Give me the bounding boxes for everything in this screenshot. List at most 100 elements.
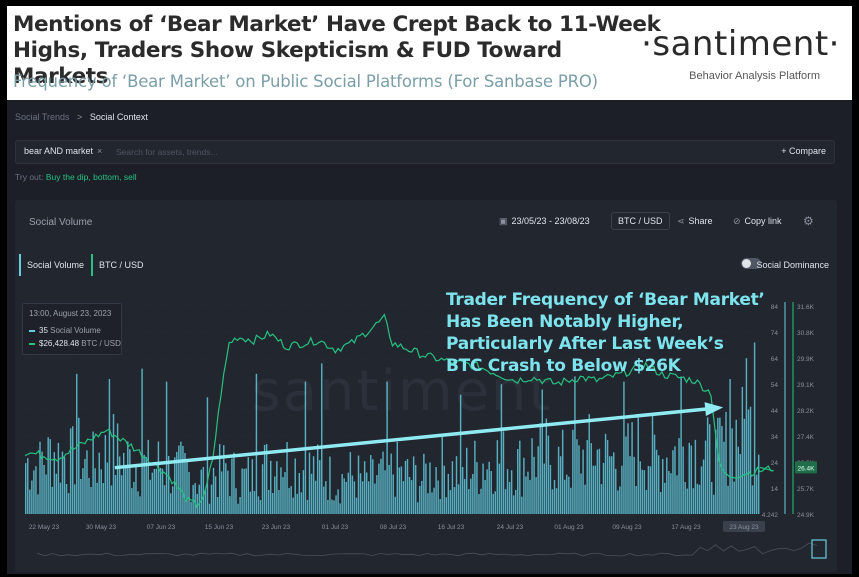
social-volume-bar — [302, 470, 305, 514]
compare-button[interactable]: + Compare — [781, 146, 826, 156]
social-volume-bar — [694, 439, 697, 514]
social-volume-bar — [49, 439, 51, 514]
social-volume-bar — [127, 441, 129, 514]
social-volume-bar — [504, 489, 507, 514]
social-volume-bar — [717, 417, 719, 514]
legend-social-volume[interactable]: Social Volume — [19, 254, 88, 276]
y-right-tick-label: 29.9K — [797, 356, 815, 363]
search-chip-label: bear AND market — [24, 146, 94, 156]
social-volume-bar — [559, 456, 562, 514]
social-volume-bar — [535, 477, 537, 514]
social-volume-bar — [159, 467, 162, 514]
social-volume-bar — [443, 465, 445, 514]
social-volume-bar — [27, 458, 29, 514]
social-volume-bar — [645, 489, 648, 514]
social-volume-bar — [200, 469, 203, 514]
link-icon: ⊘ — [733, 216, 741, 226]
social-volume-bar — [74, 484, 76, 514]
social-volume-bar — [541, 389, 543, 514]
social-volume-bar — [627, 423, 629, 514]
pair-selector[interactable]: BTC / USD — [611, 212, 670, 230]
headline: Mentions of ‘Bear Market’ Have Crept Bac… — [13, 12, 663, 90]
social-volume-bar — [316, 444, 319, 514]
btc-swatch — [29, 342, 35, 345]
social-volume-bar — [41, 451, 43, 514]
social-volume-bar — [204, 489, 207, 514]
social-volume-bar — [298, 473, 301, 514]
social-volume-bar — [666, 457, 668, 514]
y-right-tick-label: 28.2K — [797, 408, 815, 415]
social-volume-bar — [478, 493, 480, 514]
share-button[interactable]: ⋖ Share — [677, 216, 713, 227]
social-volume-bar — [267, 489, 270, 514]
y-left-tick-label: 54 — [771, 382, 779, 389]
tooltip-sv-label: Social Volume — [50, 326, 101, 335]
social-volume-bar — [98, 452, 100, 514]
social-volume-bar — [210, 484, 213, 514]
social-volume-bar — [135, 465, 137, 514]
social-volume-bar — [327, 499, 329, 514]
social-volume-bar — [731, 428, 733, 514]
social-volume-bar — [606, 440, 609, 514]
tooltip-btc-label: BTC / USD — [81, 339, 121, 348]
social-volume-bar — [466, 447, 468, 514]
social-volume-bar — [202, 466, 205, 514]
social-volume-bar — [637, 414, 639, 514]
social-volume-bar — [419, 485, 421, 514]
social-volume-bar — [51, 486, 53, 514]
y-left-tick-label: 44 — [771, 408, 779, 415]
social-volume-bar — [619, 486, 621, 514]
social-volume-bar — [172, 486, 174, 514]
y-left-tick-label: 4.242 — [762, 512, 779, 519]
social-dominance-label: Social Dominance — [756, 260, 829, 270]
social-volume-bar — [218, 444, 221, 514]
social-volume-bar — [96, 482, 98, 514]
social-volume-bar — [141, 368, 143, 514]
close-icon[interactable]: × — [97, 146, 103, 156]
social-volume-bar — [243, 468, 245, 514]
sanbase-app: Social Trends > Social Context bear AND … — [7, 100, 852, 574]
social-volume-bar — [588, 414, 590, 514]
social-volume-bar — [221, 471, 223, 514]
social-volume-bar — [472, 473, 474, 514]
social-volume-bar — [531, 438, 533, 514]
date-range-picker[interactable]: ▣ 23/05/23 - 23/08/23 — [499, 216, 590, 227]
x-tick-label: 23 Jun 23 — [262, 524, 291, 531]
social-volume-bar — [257, 496, 260, 514]
annotation-line-3: Particularly After Last Week’s — [446, 334, 724, 354]
social-dominance-toggle[interactable] — [741, 258, 761, 269]
breadcrumb-social-trends[interactable]: Social Trends — [15, 112, 70, 122]
social-volume-bar — [725, 411, 727, 514]
suggestion-links[interactable]: Buy the dip, bottom, sell — [45, 172, 137, 182]
social-volume-bar — [708, 424, 711, 514]
copy-link-button[interactable]: ⊘ Copy link — [733, 216, 782, 227]
social-volume-bar — [296, 493, 298, 514]
social-volume-bar — [496, 440, 499, 514]
y-right-tick-label: 24.9K — [797, 512, 815, 519]
x-tick-label: 15 Jun 23 — [205, 524, 234, 531]
social-volume-bar — [368, 481, 370, 514]
search-bar[interactable]: bear AND market × Search for assets, tren… — [15, 140, 835, 164]
headline-line-2: Highs, Traders Show Skepticism & FUD Tow… — [13, 38, 562, 89]
social-volume-bar — [84, 458, 86, 514]
social-volume-bar — [711, 481, 713, 514]
social-volume-bar — [345, 481, 347, 514]
social-volume-bar — [492, 493, 494, 514]
social-volume-bar — [384, 470, 386, 514]
social-volume-bar — [396, 441, 399, 514]
social-volume-bar — [570, 487, 572, 514]
tooltip-social-volume: 35 Social Volume — [29, 326, 101, 335]
legend-btc-usd[interactable]: BTC / USD — [91, 254, 148, 276]
social-volume-bar — [323, 486, 325, 514]
social-volume-bar — [39, 441, 41, 514]
social-volume-bar — [488, 461, 490, 514]
social-volume-bar — [733, 481, 735, 514]
social-volume-bar — [613, 452, 615, 514]
social-volume-bar — [482, 463, 484, 514]
search-input[interactable]: Search for assets, trends... — [116, 147, 218, 157]
social-volume-bar — [55, 473, 58, 514]
social-volume-bar — [721, 426, 723, 514]
social-volume-bar — [527, 471, 529, 514]
search-chip[interactable]: bear AND market × — [24, 146, 102, 156]
gear-icon[interactable]: ⚙ — [803, 214, 814, 228]
